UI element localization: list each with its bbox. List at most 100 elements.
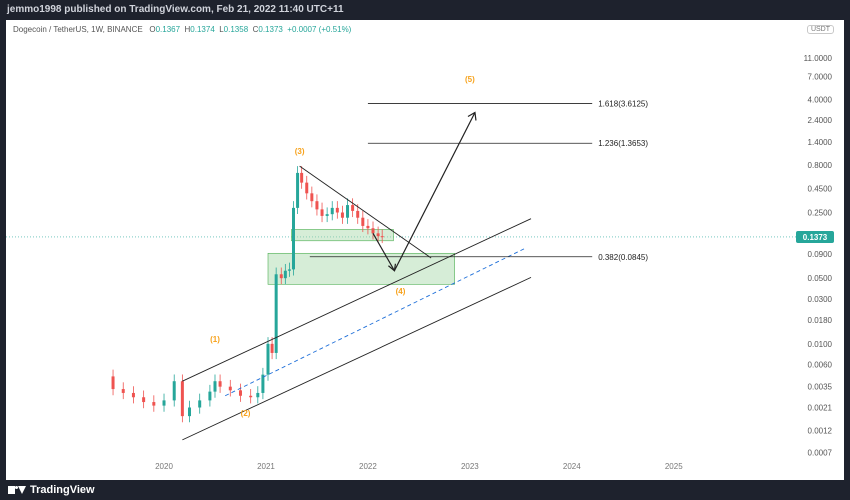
candle-body [287,269,291,271]
candle-body [376,233,380,237]
time-tick-label: 2024 [563,462,581,471]
brand-name: TradingView [30,484,95,496]
candle-body [261,374,265,393]
time-tick-label: 2023 [461,462,479,471]
candle-body [238,390,242,396]
candle-body [279,274,283,279]
candle-body [340,212,344,218]
candle-body [361,217,365,226]
tradingview-logo[interactable]: TradingView [8,483,95,497]
price-tick-label: 0.0500 [808,274,833,283]
footer-bar: TradingView [0,480,850,500]
candle-body [315,201,319,210]
candle-body [330,207,334,215]
candle-body [325,214,329,216]
channel-upper-line [182,218,532,382]
price-tick-label: 4.0000 [808,95,833,104]
up-arrow-head [467,111,477,121]
fib-level-label: 1.236(1.3653) [598,139,648,148]
publisher-header: jemmo1998 published on TradingView.com, … [0,0,850,20]
low-value: 0.1358 [223,25,249,34]
price-tick-label: 7.0000 [808,73,833,82]
candle-body [356,210,360,218]
candle-body [198,400,202,408]
low-label: L [219,25,224,34]
drawings-front: 1.618(3.6125) 1.236(1.3653) 0.382(0.0845) (… [182,75,648,441]
high-value: 0.1374 [190,25,215,34]
candle-body [380,236,384,238]
price-tick-label: 0.2500 [808,209,833,218]
wave-label: (1) [210,335,220,344]
candle-body [152,402,156,406]
symbol-legend: Dogecoin / TetherUS, 1W, BINANCE O0.1367… [13,25,351,34]
price-tick-label: 1.4000 [808,138,833,147]
time-tick-label: 2025 [665,462,683,471]
last-price-tag [796,230,834,243]
price-tick-label: 0.0007 [808,448,833,457]
candle-body [188,407,192,417]
candle-body [249,395,253,398]
price-tick-label: 0.0035 [808,383,833,392]
candle-body [346,205,350,218]
currency-tag[interactable]: USDT [806,25,834,34]
fib-level-label: 0.382(0.0845) [598,253,648,262]
wave-label: (2) [241,409,251,418]
channel-lower-line [182,276,532,441]
price-tick-label: 0.0012 [808,426,833,435]
retest-zone-box [291,229,394,242]
close-label: C [252,25,259,34]
demand-zone-box [267,252,455,285]
last-price-label: 0.1373 [803,233,828,242]
candle-body [142,397,146,403]
price-tick-label: 0.0021 [808,404,833,413]
candle-body [296,172,300,208]
candle-body [180,381,184,417]
candle-body [351,205,355,211]
candle-body [335,207,339,213]
high-label: H [184,25,191,34]
candle-body [131,392,135,398]
candle-body [270,343,274,353]
price-tick-label: 0.0300 [808,295,833,304]
price-tick-label: 0.0900 [808,250,833,259]
candle-body [291,207,295,270]
wave-label: (5) [465,75,475,84]
price-axis: 11.0000 7.0000 4.0000 2.4000 1.4000 0.8000 0.4… [796,54,834,457]
candle-body [121,389,125,393]
candle-body [266,343,270,375]
price-tick-label: 0.0060 [808,361,833,370]
price-tick-label: 2.4000 [808,116,833,125]
price-tick-label: 0.4500 [808,185,833,194]
publisher-line: jemmo1998 published on TradingView.com, … [7,4,344,15]
time-axis: 2020 2021 2022 2023 2024 2025 [155,462,683,471]
candle-body [172,381,176,401]
time-tick-label: 2020 [155,462,173,471]
price-chart[interactable]: 1.618(3.6125) 1.236(1.3653) 0.382(0.0845) (… [6,20,844,480]
open-value: 0.1367 [155,25,181,34]
time-tick-label: 2022 [359,462,377,471]
candle-body [371,228,375,234]
up-arrow-line [393,112,476,272]
candle-body [300,172,304,183]
candles-layer [111,166,384,423]
candle-body [256,392,260,398]
down-arrow-line [372,233,395,272]
candle-body [213,381,217,392]
candle-body [283,270,287,279]
candle-body [218,381,222,387]
fib-level-label: 1.618(3.6125) [598,100,648,109]
price-tick-label: 0.0100 [808,340,833,349]
candle-body [305,182,309,194]
close-value: 0.1373 [258,25,283,34]
wave-label: (3) [295,147,305,156]
candle-body [320,209,324,216]
chart-panel[interactable]: Dogecoin / TetherUS, 1W, BINANCE O0.1367… [6,20,844,480]
time-tick-label: 2021 [257,462,275,471]
symbol-name: Dogecoin / TetherUS, 1W, BINANCE [13,25,143,34]
candle-body [208,391,212,401]
wedge-resistance-line [299,165,432,259]
change-value: +0.0007 (+0.51%) [287,25,352,34]
tradingview-logo-icon [8,485,26,495]
price-tick-label: 11.0000 [804,54,833,63]
candle-body [310,193,314,202]
